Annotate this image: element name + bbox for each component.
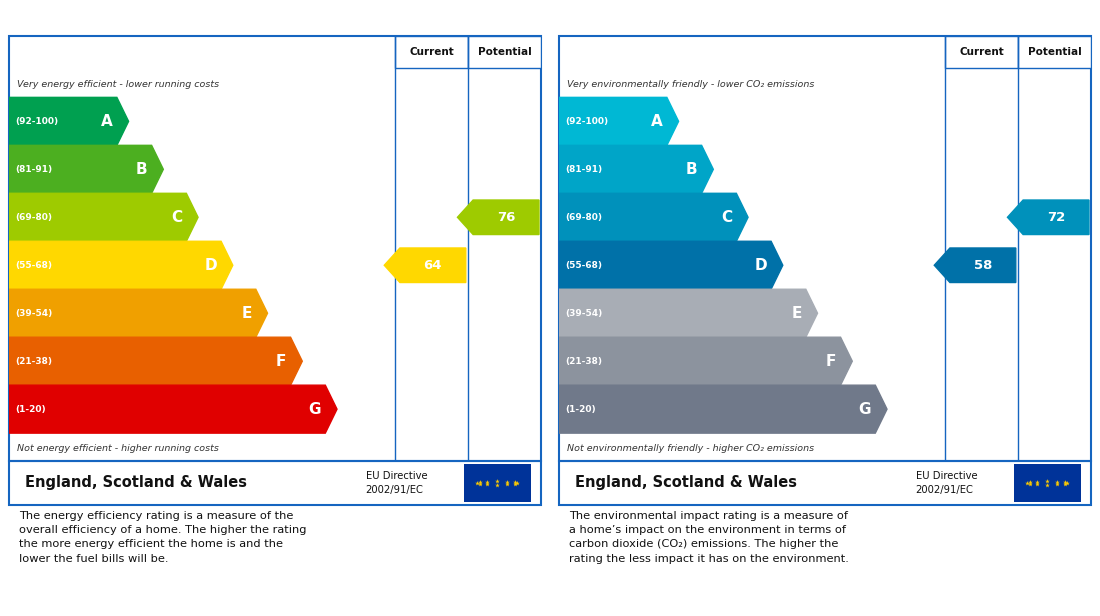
Text: Current: Current — [409, 47, 454, 57]
Text: Current: Current — [959, 47, 1004, 57]
Polygon shape — [559, 337, 852, 385]
Text: The energy efficiency rating is a measure of the
overall efficiency of a home. T: The energy efficiency rating is a measur… — [20, 511, 307, 564]
Bar — [945, 36, 1018, 68]
Bar — [1018, 36, 1091, 68]
Polygon shape — [559, 385, 887, 433]
Text: Not energy efficient - higher running costs: Not energy efficient - higher running co… — [16, 444, 219, 453]
Text: B: B — [135, 162, 147, 177]
Text: C: C — [720, 210, 733, 225]
Bar — [464, 464, 530, 501]
Text: D: D — [205, 257, 217, 273]
Text: 76: 76 — [497, 211, 515, 224]
Polygon shape — [9, 337, 302, 385]
Text: EU Directive
2002/91/EC: EU Directive 2002/91/EC — [915, 471, 977, 495]
Polygon shape — [9, 193, 198, 241]
Polygon shape — [559, 145, 713, 193]
Polygon shape — [9, 97, 129, 145]
Text: (69-80): (69-80) — [15, 213, 52, 222]
Polygon shape — [559, 290, 817, 337]
Bar — [468, 36, 541, 68]
Text: (39-54): (39-54) — [565, 309, 603, 318]
Text: Potential: Potential — [477, 47, 531, 57]
Text: The environmental impact rating is a measure of
a home’s impact on the environme: The environmental impact rating is a mea… — [570, 511, 849, 564]
Text: (21-38): (21-38) — [565, 357, 602, 366]
Text: 72: 72 — [1047, 211, 1065, 224]
Text: A: A — [101, 114, 112, 129]
Text: (81-91): (81-91) — [565, 165, 603, 174]
Text: F: F — [276, 354, 286, 369]
Text: (81-91): (81-91) — [15, 165, 53, 174]
Text: (92-100): (92-100) — [15, 117, 58, 126]
Polygon shape — [384, 248, 465, 283]
Text: E: E — [241, 306, 252, 321]
Text: C: C — [170, 210, 183, 225]
Text: Very environmentally friendly - lower CO₂ emissions: Very environmentally friendly - lower CO… — [566, 80, 814, 89]
Text: G: G — [309, 402, 321, 416]
Polygon shape — [9, 385, 337, 433]
Text: Potential: Potential — [1027, 47, 1081, 57]
Polygon shape — [9, 290, 267, 337]
Text: England, Scotland & Wales: England, Scotland & Wales — [575, 476, 796, 490]
Text: (39-54): (39-54) — [15, 309, 53, 318]
Text: (92-100): (92-100) — [565, 117, 608, 126]
Text: Environmental Impact (CO₂) Rating: Environmental Impact (CO₂) Rating — [653, 9, 997, 27]
Text: Very energy efficient - lower running costs: Very energy efficient - lower running co… — [16, 80, 219, 89]
Text: (1-20): (1-20) — [15, 405, 46, 414]
Text: (21-38): (21-38) — [15, 357, 52, 366]
Text: (69-80): (69-80) — [565, 213, 602, 222]
Polygon shape — [1008, 200, 1089, 235]
Bar — [1014, 464, 1080, 501]
Polygon shape — [559, 193, 748, 241]
Text: Not environmentally friendly - higher CO₂ emissions: Not environmentally friendly - higher CO… — [566, 444, 814, 453]
Bar — [395, 36, 468, 68]
Polygon shape — [9, 145, 163, 193]
Polygon shape — [934, 248, 1015, 283]
Text: (55-68): (55-68) — [565, 261, 602, 270]
Text: D: D — [755, 257, 767, 273]
Text: G: G — [859, 402, 871, 416]
Text: E: E — [791, 306, 802, 321]
Text: (55-68): (55-68) — [15, 261, 52, 270]
Polygon shape — [458, 200, 539, 235]
Text: F: F — [826, 354, 836, 369]
Text: B: B — [685, 162, 697, 177]
Text: 64: 64 — [424, 259, 442, 272]
Polygon shape — [559, 97, 679, 145]
Polygon shape — [9, 241, 233, 290]
Text: 58: 58 — [974, 259, 992, 272]
Text: England, Scotland & Wales: England, Scotland & Wales — [25, 476, 246, 490]
Polygon shape — [559, 241, 783, 290]
Text: EU Directive
2002/91/EC: EU Directive 2002/91/EC — [365, 471, 427, 495]
Text: (1-20): (1-20) — [565, 405, 596, 414]
Text: Energy Efficiency Rating: Energy Efficiency Rating — [155, 9, 395, 27]
Text: A: A — [651, 114, 662, 129]
